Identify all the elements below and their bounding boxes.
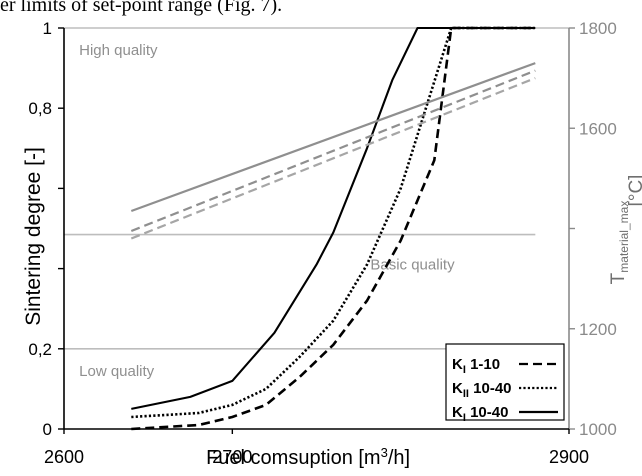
axis-labels: Sintering degree [-] Fuel comsuption [m3/… [22, 147, 642, 469]
axes: 0 0,2 0,8 1 1000 1200 1600 1800 2600 2700 2900 [28, 19, 616, 467]
reference-label: Low quality [79, 363, 155, 380]
sintering-series-line [131, 26, 536, 410]
temperature-series-line [130, 62, 536, 213]
page-header-text: er limits of set-point range (Fig. 7). [0, 0, 283, 16]
series-lines [130, 26, 536, 431]
legend-label: KI 10-40 [452, 404, 508, 424]
temperature-series-line [130, 69, 536, 233]
y2-tick-label: 1200 [579, 320, 617, 339]
reference-label: Basic quality [370, 257, 455, 274]
y2-axis-label: Tmaterial_max [608, 201, 631, 285]
legend-label: KI 1-10 [452, 356, 500, 376]
y-tick-label: 0 [43, 420, 52, 439]
reference-lines: High quality Basic quality Low quality [64, 27, 569, 380]
y2-tick-label: 1800 [579, 19, 617, 38]
x-tick-label: 2900 [549, 447, 589, 467]
y-tick-label: 0,2 [28, 340, 52, 359]
y-axis-label: Sintering degree [-] [22, 147, 45, 326]
temperature-series-line [130, 77, 536, 240]
legend: KI 1-10 KII 10-40 KI 10-40 [445, 343, 565, 424]
y-tick-label: 0,8 [28, 99, 52, 118]
y2-axis-unit: [°C] [626, 175, 642, 207]
x-tick-label: 2700 [212, 447, 252, 467]
y2-tick-label: 1600 [579, 119, 617, 138]
legend-label: KII 10-40 [452, 380, 512, 400]
legend-box [445, 343, 565, 421]
reference-label: High quality [79, 42, 158, 59]
x-axis-label: Fuel comsuption [m3/h] [206, 445, 410, 469]
x-tick-label: 2600 [44, 447, 84, 467]
y2-tick-label: 1000 [579, 420, 617, 439]
y-tick-label: 1 [43, 19, 52, 38]
